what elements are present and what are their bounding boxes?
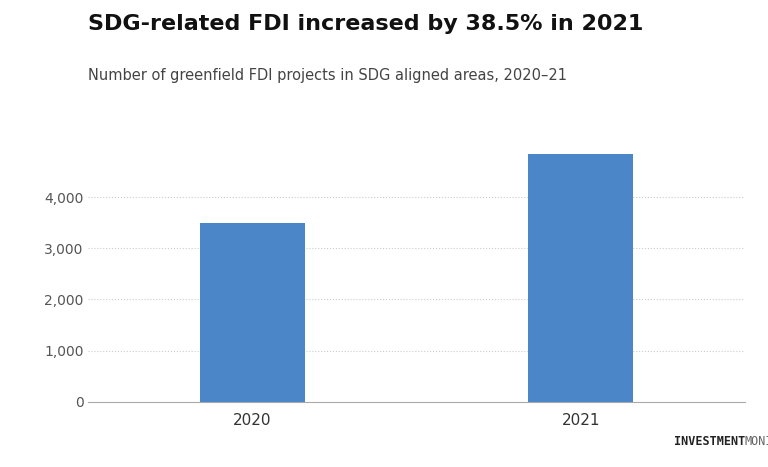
Bar xyxy=(200,223,305,402)
Text: Number of greenfield FDI projects in SDG aligned areas, 2020–21: Number of greenfield FDI projects in SDG… xyxy=(88,68,568,83)
Text: INVESTMENT: INVESTMENT xyxy=(674,435,745,448)
Text: MONITOR: MONITOR xyxy=(745,435,768,448)
Bar xyxy=(528,154,634,402)
Text: SDG-related FDI increased by 38.5% in 2021: SDG-related FDI increased by 38.5% in 20… xyxy=(88,14,644,34)
